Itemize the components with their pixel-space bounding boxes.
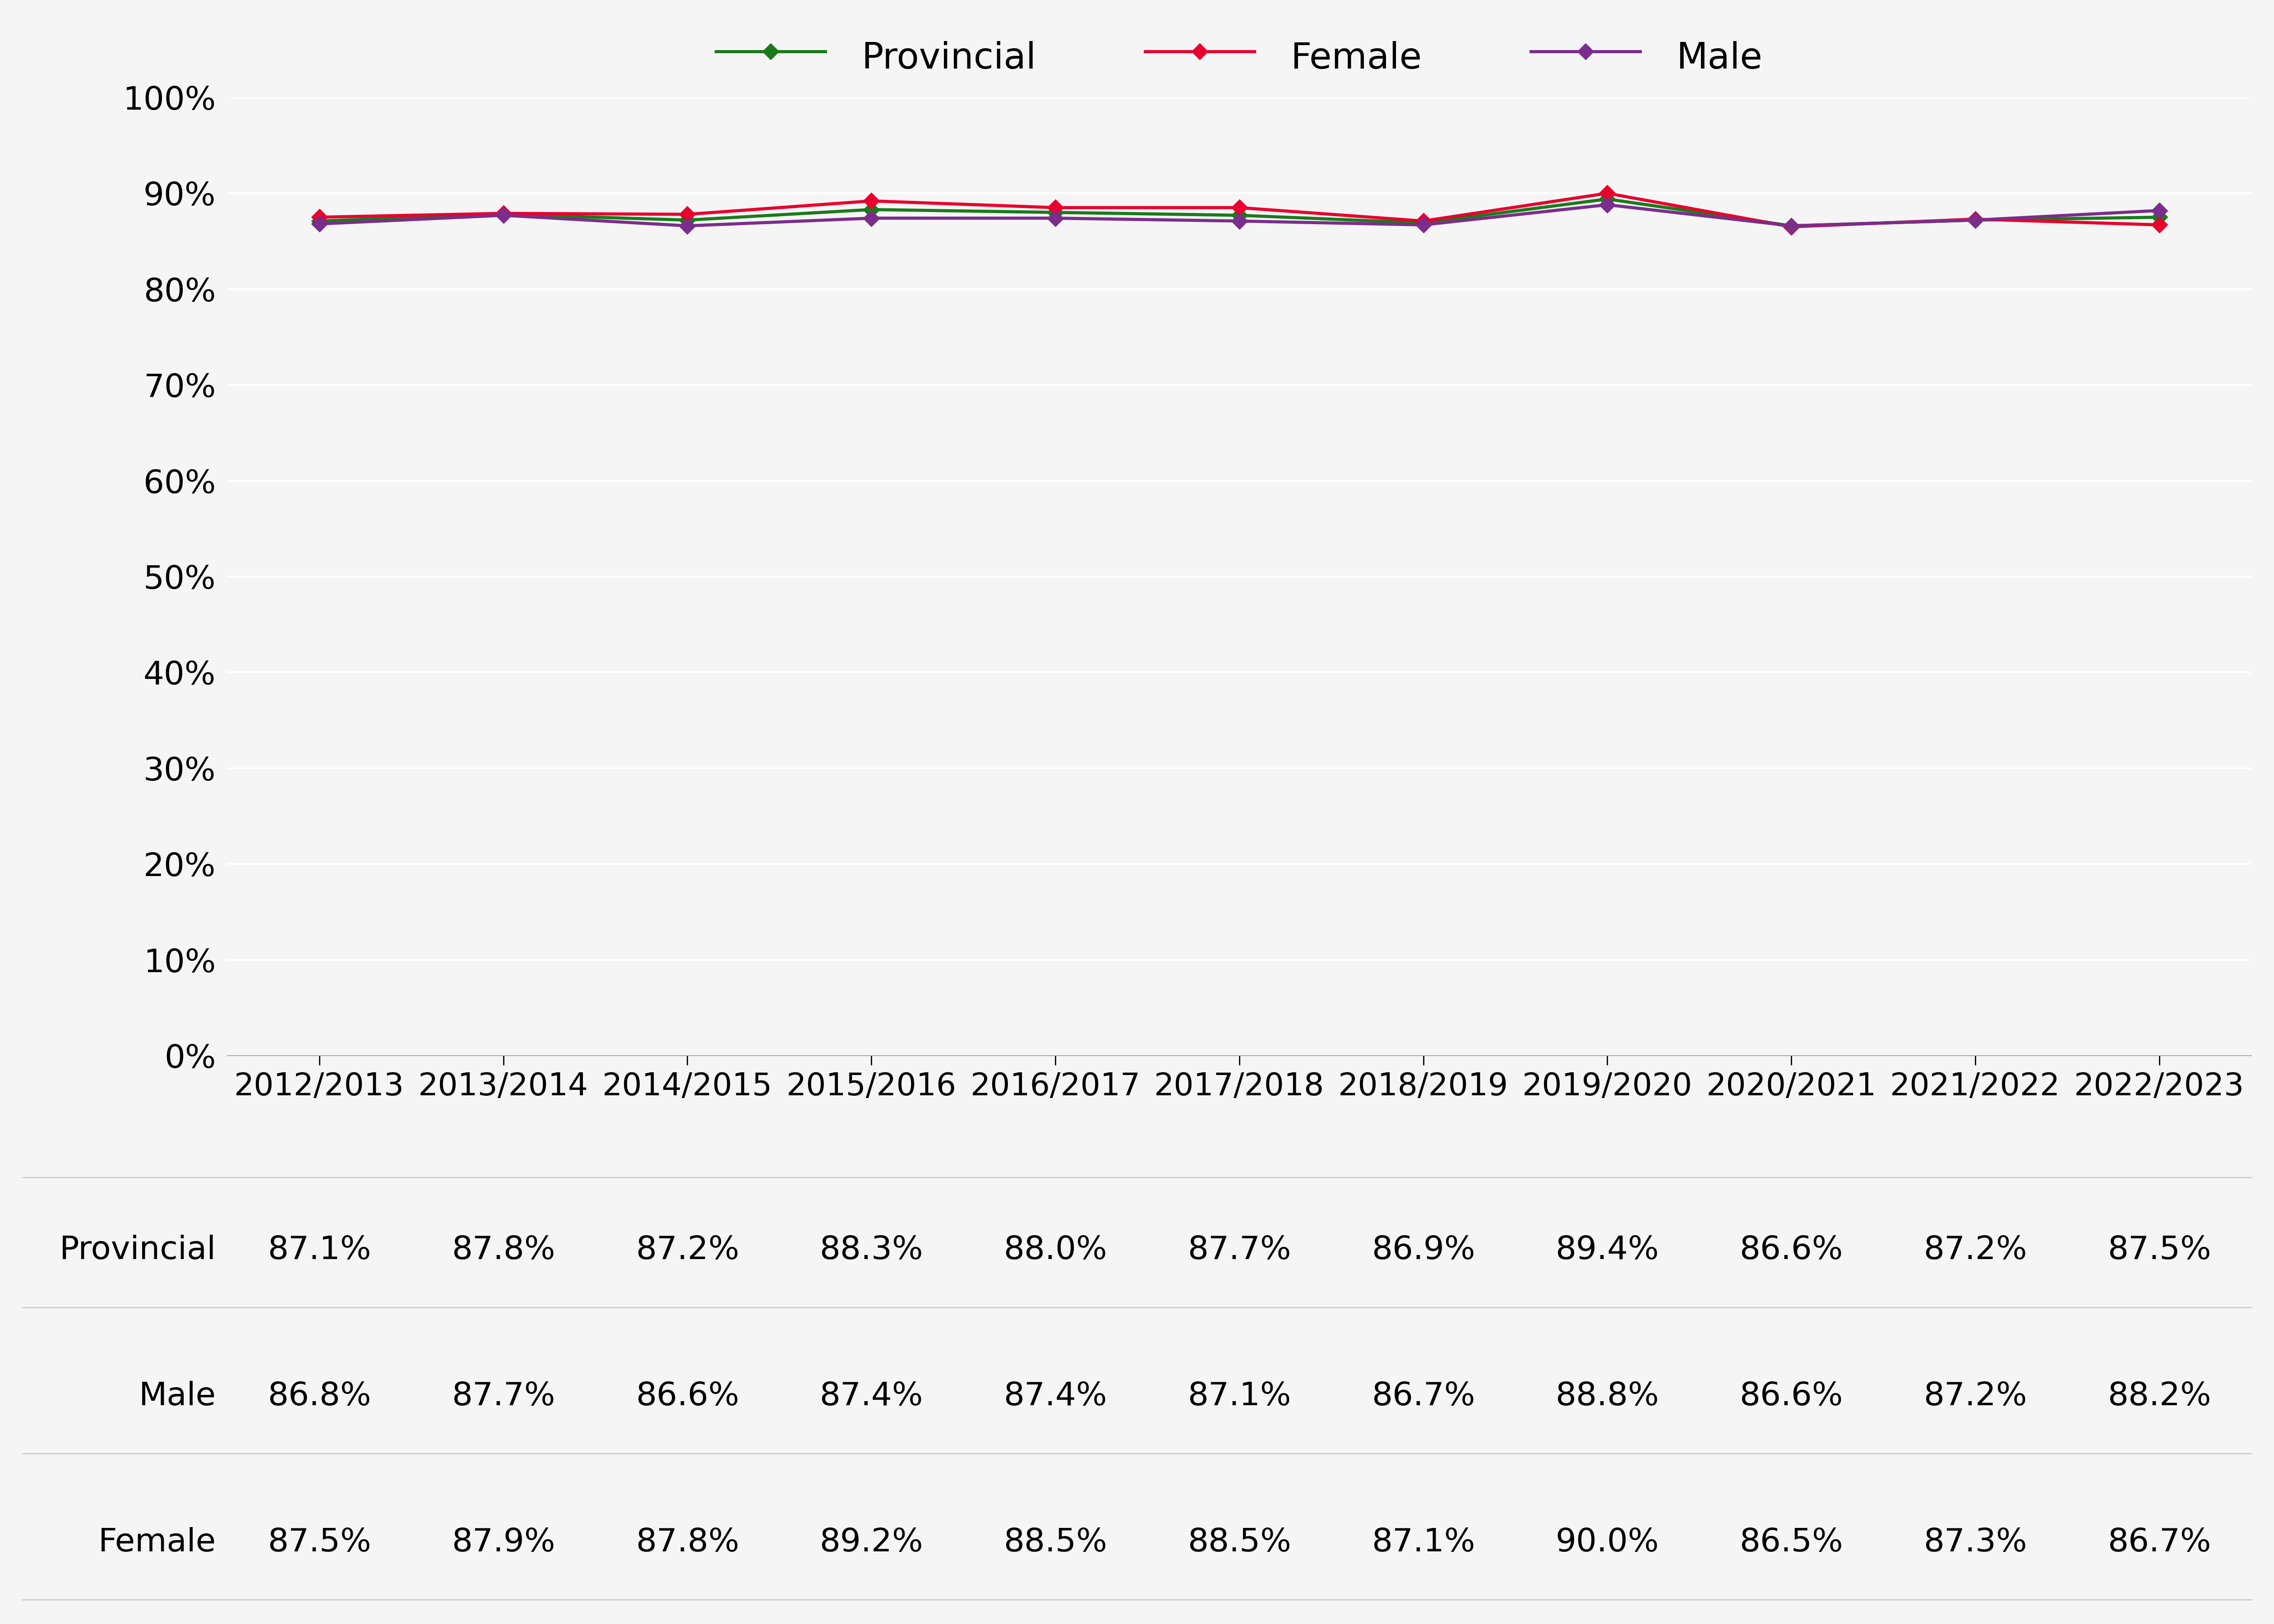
Text: 87.2%: 87.2% [1924,1380,2026,1413]
Text: 87.4%: 87.4% [819,1380,923,1413]
Provincial [857,200,885,219]
Text: 86.7%: 86.7% [1371,1380,1476,1413]
Provincial [1778,216,1806,235]
Male [857,208,885,227]
Male [1778,216,1806,235]
Text: 88.2%: 88.2% [2108,1380,2210,1413]
Male [305,214,332,234]
Text: 87.7%: 87.7% [1187,1234,1292,1267]
Male [1226,211,1253,231]
Female [305,208,332,227]
Provincial [1410,213,1437,232]
Text: 87.8%: 87.8% [637,1527,739,1559]
Text: 87.5%: 87.5% [2108,1234,2210,1267]
Text: 87.1%: 87.1% [1187,1380,1292,1413]
Provincial [2147,208,2174,227]
Text: 88.3%: 88.3% [819,1234,923,1267]
Text: 87.3%: 87.3% [1924,1527,2026,1559]
Male [673,216,700,235]
Text: 87.2%: 87.2% [1924,1234,2026,1267]
Text: 88.5%: 88.5% [1003,1527,1107,1559]
Text: 87.7%: 87.7% [453,1380,555,1413]
Male [489,206,516,226]
Text: 87.1%: 87.1% [268,1234,371,1267]
Female [1041,198,1069,218]
Text: 87.4%: 87.4% [1003,1380,1107,1413]
Female [1594,184,1621,203]
Text: Provincial: Provincial [59,1234,216,1267]
Text: Male: Male [139,1380,216,1413]
Text: 86.7%: 86.7% [2108,1527,2210,1559]
Provincial [1041,203,1069,222]
Female [1962,209,1990,229]
Text: 90.0%: 90.0% [1555,1527,1660,1559]
Legend: Provincial, Female, Male: Provincial, Female, Male [703,19,1776,93]
Text: 87.2%: 87.2% [637,1234,739,1267]
Provincial [1962,211,1990,231]
Female [489,203,516,222]
Line: Provincial: Provincial [314,193,2165,232]
Provincial [673,211,700,231]
Text: 88.5%: 88.5% [1187,1527,1292,1559]
Male [1410,214,1437,234]
Female [1410,211,1437,231]
Provincial [305,211,332,231]
Male [1962,211,1990,231]
Line: Female: Female [314,188,2165,232]
Male [1041,208,1069,227]
Text: 86.6%: 86.6% [1740,1234,1842,1267]
Text: 87.8%: 87.8% [453,1234,555,1267]
Text: 86.9%: 86.9% [1371,1234,1476,1267]
Text: 86.8%: 86.8% [268,1380,371,1413]
Text: 86.5%: 86.5% [1740,1527,1844,1559]
Female [857,192,885,211]
Provincial [1594,190,1621,209]
Male [2147,201,2174,221]
Text: 88.8%: 88.8% [1555,1380,1660,1413]
Female [1778,218,1806,237]
Female [673,205,700,224]
Text: 88.0%: 88.0% [1003,1234,1107,1267]
Line: Male: Male [314,200,2165,232]
Text: 89.2%: 89.2% [819,1527,923,1559]
Female [1226,198,1253,218]
Text: 86.6%: 86.6% [1740,1380,1842,1413]
Male [1594,195,1621,214]
Female [2147,214,2174,234]
Text: 86.6%: 86.6% [637,1380,739,1413]
Text: Female: Female [98,1527,216,1559]
Provincial [1226,206,1253,226]
Text: 87.5%: 87.5% [268,1527,371,1559]
Provincial [489,205,516,224]
Text: 87.9%: 87.9% [453,1527,555,1559]
Text: 89.4%: 89.4% [1555,1234,1660,1267]
Text: 87.1%: 87.1% [1371,1527,1476,1559]
